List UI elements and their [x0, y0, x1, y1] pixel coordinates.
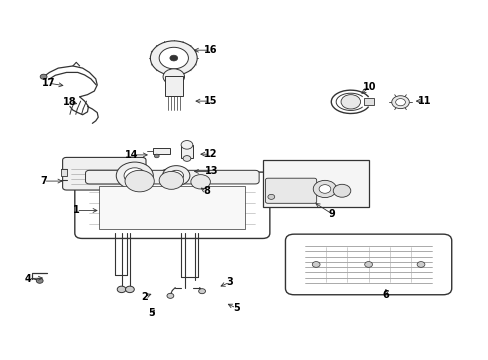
Circle shape — [340, 95, 360, 109]
Circle shape — [395, 99, 405, 106]
Bar — [364, 98, 373, 105]
Text: 8: 8 — [203, 186, 209, 197]
Circle shape — [319, 185, 330, 193]
Text: 16: 16 — [203, 45, 217, 55]
Text: 3: 3 — [226, 277, 233, 287]
Text: 13: 13 — [204, 166, 218, 176]
FancyBboxPatch shape — [75, 172, 269, 238]
Text: 10: 10 — [362, 82, 376, 92]
Circle shape — [168, 170, 183, 181]
FancyBboxPatch shape — [62, 157, 146, 190]
Circle shape — [159, 47, 188, 69]
Text: 15: 15 — [203, 96, 217, 106]
Circle shape — [117, 286, 126, 293]
Circle shape — [190, 175, 210, 189]
Circle shape — [169, 55, 177, 61]
Circle shape — [313, 180, 336, 198]
Circle shape — [332, 184, 350, 197]
Text: 9: 9 — [328, 209, 335, 219]
Circle shape — [154, 154, 159, 158]
Text: 5: 5 — [148, 309, 155, 318]
Text: 11: 11 — [417, 96, 431, 106]
Circle shape — [364, 262, 372, 267]
Text: 17: 17 — [41, 78, 55, 88]
Circle shape — [159, 171, 183, 189]
Circle shape — [125, 170, 154, 192]
Circle shape — [183, 156, 190, 161]
Bar — [153, 148, 170, 154]
Text: 14: 14 — [124, 150, 138, 160]
Text: 5: 5 — [232, 303, 239, 313]
Circle shape — [267, 194, 274, 199]
Circle shape — [40, 74, 47, 79]
Circle shape — [125, 286, 134, 293]
Text: 7: 7 — [40, 176, 47, 186]
Text: 1: 1 — [73, 206, 80, 216]
Circle shape — [116, 162, 153, 189]
Circle shape — [181, 140, 192, 149]
Circle shape — [150, 41, 197, 75]
Bar — [61, 169, 66, 176]
Bar — [263, 160, 368, 207]
Text: 18: 18 — [63, 97, 77, 107]
Text: 2: 2 — [141, 292, 147, 302]
Bar — [181, 145, 192, 158]
Circle shape — [36, 278, 43, 283]
Circle shape — [416, 262, 424, 267]
Circle shape — [163, 69, 184, 85]
Circle shape — [124, 168, 145, 184]
Text: 4: 4 — [25, 274, 32, 284]
FancyBboxPatch shape — [265, 178, 316, 203]
Bar — [99, 186, 245, 229]
Circle shape — [391, 96, 408, 109]
Circle shape — [312, 262, 320, 267]
Circle shape — [198, 289, 205, 294]
FancyBboxPatch shape — [285, 234, 451, 295]
Text: 6: 6 — [382, 291, 388, 301]
FancyBboxPatch shape — [85, 170, 259, 184]
Bar — [164, 76, 182, 96]
Text: 12: 12 — [203, 149, 217, 159]
Circle shape — [166, 293, 173, 298]
Circle shape — [162, 166, 189, 186]
